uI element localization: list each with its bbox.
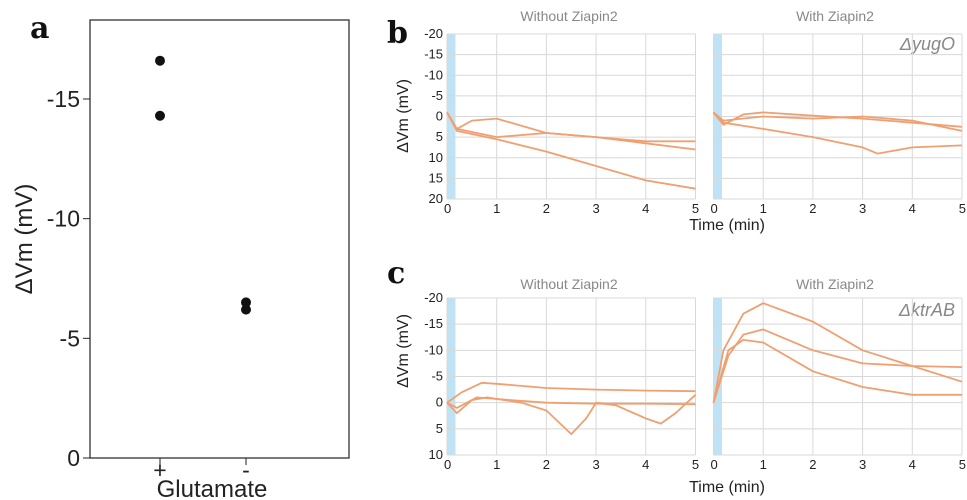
panel-c-series-line-with	[712, 338, 962, 403]
panel-b-ytick-label: -20	[424, 26, 443, 41]
panel-c-series-line-with	[712, 328, 963, 403]
panel-c-ytick-label: 0	[436, 395, 443, 410]
panel-b-series-line-without	[446, 111, 696, 190]
panel-b-xlabel: Time (min)	[689, 217, 765, 234]
panel-a-xtick-label: -	[242, 457, 250, 483]
panel-c-series-line-without	[446, 394, 697, 436]
panel-a-data-point	[155, 55, 165, 66]
panel-a-ytick-label: -15	[47, 86, 80, 112]
panel-a-ylabel: ΔVm (mV)	[11, 184, 38, 295]
panel-c-series-line-with	[712, 302, 963, 403]
panel-letter-c: c	[387, 256, 405, 291]
panel-c-xtick-label: 5	[692, 457, 699, 472]
panel-letter-b: b	[387, 16, 408, 51]
panel-b-ytick-label: -10	[424, 67, 443, 82]
panel-b-xtick-label: 2	[809, 201, 816, 216]
panel-c-xtick-label: 1	[760, 457, 767, 472]
panel-a-data-point	[155, 110, 165, 121]
panel-b-ylabel: ΔVm (mV)	[395, 79, 412, 153]
panel-a-xlabel: Glutamate	[157, 476, 268, 500]
panel-c-series-line-without	[446, 381, 696, 404]
panel-b-ytick-label: -15	[424, 47, 443, 62]
panel-c-xlabel: Time (min)	[689, 479, 765, 496]
panel-b-chart: Without Ziapin2 With Ziapin2 ΔyugO ΔVm (…	[395, 8, 966, 234]
panel-b-series-line-with	[712, 111, 963, 128]
panel-a-data-point	[241, 297, 251, 308]
panel-b-strain-label: ΔyugO	[899, 34, 955, 54]
panel-b-xtick-label: 1	[493, 201, 500, 216]
panel-c-xtick-label: 1	[493, 457, 500, 472]
panel-a-chart: ΔVm (mV) Glutamate 0 -5 -10 -15 + -	[11, 19, 350, 500]
panel-b-xtick-label: 1	[760, 201, 767, 216]
panel-c-xtick-label: 2	[543, 457, 550, 472]
panel-b-series-line-with	[712, 111, 963, 132]
panel-c-chart: Without Ziapin2 With Ziapin2 ΔktrAB ΔVm …	[395, 276, 966, 496]
panel-c-ytick-label: -15	[424, 316, 443, 331]
panel-b-xtick-label: 0	[711, 201, 718, 216]
panel-c-ytick-label: -20	[424, 290, 443, 305]
panel-c-ylabel: ΔVm (mV)	[395, 314, 412, 388]
panel-c-xtick-label: 3	[592, 457, 599, 472]
panel-c-series-line-without	[446, 396, 696, 409]
panel-b-ytick-label: 10	[429, 150, 443, 165]
panel-letter-a: a	[30, 11, 49, 46]
panel-c-xtick-label: 2	[809, 457, 816, 472]
panel-a-ytick-label: 0	[67, 445, 80, 471]
panel-b-subtitle-without: Without Ziapin2	[520, 8, 617, 24]
panel-c-xtick-label: 4	[642, 457, 649, 472]
panel-b-ytick-label: 15	[429, 170, 443, 185]
panel-b-ytick-label: 20	[429, 191, 443, 206]
panel-a-ytick-label: -5	[60, 325, 80, 351]
panel-c-xtick-label: 0	[444, 457, 451, 472]
panel-c-ytick-label: 5	[436, 421, 443, 436]
panel-b-xtick-label: 5	[959, 201, 966, 216]
panel-a-frame	[89, 19, 350, 459]
panel-b-series-line-with	[712, 111, 963, 155]
panel-b-series-line-without	[446, 111, 696, 151]
panel-b-xtick-label: 5	[692, 201, 699, 216]
panel-c-subtitle-with: With Ziapin2	[796, 276, 874, 292]
panel-b-xtick-label: 4	[909, 201, 916, 216]
panel-c-ytick-label: -5	[431, 369, 443, 384]
panel-c-xtick-label: 5	[959, 457, 966, 472]
panel-c-strain-label: ΔktrAB	[898, 300, 955, 320]
panel-a-data-point	[241, 304, 251, 315]
panel-a-ytick-label: -10	[47, 206, 80, 232]
panel-b-xtick-label: 0	[444, 201, 451, 216]
panel-c-ytick-label: 10	[429, 447, 443, 462]
panel-c-xtick-label: 4	[909, 457, 916, 472]
panel-c-subtitle-without: Without Ziapin2	[520, 276, 617, 292]
panel-b-ytick-label: -5	[431, 88, 443, 103]
panel-b-xtick-label: 3	[859, 201, 866, 216]
panel-c-ytick-label: -10	[424, 342, 443, 357]
panel-b-ytick-label: 0	[436, 109, 443, 124]
panel-b-subtitle-with: With Ziapin2	[796, 8, 874, 24]
panel-b-ytick-label: 5	[436, 129, 443, 144]
panel-b-xtick-label: 4	[642, 201, 649, 216]
panel-a-xtick-label: +	[153, 457, 166, 483]
panel-b-xtick-label: 3	[592, 201, 599, 216]
panel-b-xtick-label: 2	[543, 201, 550, 216]
panel-c-xtick-label: 0	[711, 457, 718, 472]
panel-c-xtick-label: 3	[859, 457, 866, 472]
